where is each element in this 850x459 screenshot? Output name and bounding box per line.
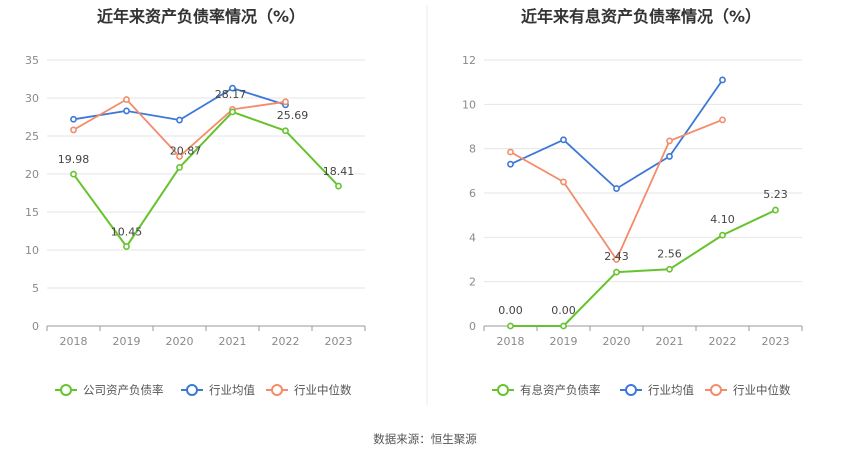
data-point-2 <box>507 148 514 156</box>
x-tick-label: 2023 <box>325 335 353 348</box>
data-label: 25.69 <box>277 109 309 122</box>
data-point-1 <box>176 116 183 124</box>
data-label: 28.17 <box>215 88 247 101</box>
y-tick-label: 4 <box>469 231 476 244</box>
y-tick-label: 2 <box>469 276 476 289</box>
y-tick-label: 12 <box>462 54 476 67</box>
data-point-1 <box>560 136 567 144</box>
data-point-0 <box>123 243 130 250</box>
legend-label: 行业中位数 <box>733 383 791 397</box>
y-tick-label: 0 <box>32 320 39 333</box>
legend-circle-icon <box>60 384 72 396</box>
series-line-1 <box>73 87 286 121</box>
data-label: 18.41 <box>323 165 355 178</box>
data-point-2 <box>70 126 77 134</box>
data-label: 20.87 <box>170 144 202 157</box>
legend-label: 行业均值 <box>209 383 255 397</box>
series-line-0 <box>72 110 340 248</box>
x-tick-label: 2023 <box>762 335 790 348</box>
interest-bearing-debt-ratio-chart: 近年来有息资产负债率情况（%） 0 2 4 6 8 10 12 2018 2019 2020 2021… <box>462 7 803 397</box>
data-point-0 <box>229 108 236 116</box>
legend-circle-icon <box>497 384 509 396</box>
chart-title: 近年来有息资产负债率情况（%） <box>521 7 761 26</box>
series-line-1 <box>510 79 724 190</box>
data-point-0 <box>613 268 620 276</box>
data-label: 0.00 <box>498 304 523 317</box>
x-tick-label: 2022 <box>272 335 300 348</box>
y-tick-label: 5 <box>32 282 39 295</box>
data-source-note: 数据来源：恒生聚源 <box>373 432 477 446</box>
data-point-1 <box>507 160 514 168</box>
data-point-1 <box>123 107 130 115</box>
data-label: 4.10 <box>710 213 735 226</box>
legend-circle-icon <box>710 384 722 396</box>
x-tick-label: 2022 <box>709 335 737 348</box>
x-tick-label: 2018 <box>497 335 525 348</box>
data-point-2 <box>613 256 620 263</box>
x-tick-label: 2020 <box>603 335 631 348</box>
data-point-0 <box>560 322 567 330</box>
legend-label: 公司资产负债率 <box>83 383 164 397</box>
legend-label: 行业中位数 <box>294 383 352 397</box>
data-point-0 <box>335 182 342 190</box>
data-label: 0.00 <box>551 304 576 317</box>
data-point-1 <box>719 76 726 84</box>
data-label: 2.56 <box>657 247 682 260</box>
y-tick-label: 10 <box>25 244 39 257</box>
data-point-1 <box>666 153 673 160</box>
y-tick-label: 10 <box>462 98 476 111</box>
data-point-2 <box>123 96 130 103</box>
data-point-2 <box>176 153 183 160</box>
chart-title: 近年来资产负债率情况（%） <box>97 7 305 26</box>
data-label: 2.43 <box>604 250 629 263</box>
legend-circle-icon <box>186 384 198 396</box>
legend-label: 行业均值 <box>648 383 694 397</box>
series-line-0 <box>510 209 776 327</box>
data-point-0 <box>666 265 673 273</box>
data-point-0 <box>772 206 779 214</box>
data-label: 10.45 <box>111 226 143 239</box>
y-tick-label: 25 <box>25 130 39 143</box>
data-label: 5.23 <box>763 188 788 201</box>
y-tick-label: 8 <box>469 143 476 156</box>
data-point-1 <box>70 115 77 123</box>
legend-circle-icon <box>271 384 283 396</box>
data-point-2 <box>719 116 726 124</box>
data-point-2 <box>282 98 289 106</box>
data-point-2 <box>560 178 567 186</box>
data-point-1 <box>229 84 236 92</box>
y-tick-label: 20 <box>25 168 39 181</box>
data-label: 19.98 <box>58 153 90 166</box>
debt-ratio-chart: 近年来资产负债率情况（%） 0 5 10 15 20 25 30 35 2018 2019 2020 2… <box>25 7 366 397</box>
legend-circle-icon <box>625 384 637 396</box>
x-tick-label: 2019 <box>550 335 578 348</box>
data-point-2 <box>666 137 673 145</box>
data-point-1 <box>613 185 620 192</box>
data-point-0 <box>507 322 514 330</box>
x-tick-label: 2021 <box>219 335 247 348</box>
x-tick-label: 2021 <box>656 335 684 348</box>
y-tick-label: 15 <box>25 206 39 219</box>
y-tick-label: 0 <box>469 320 476 333</box>
x-tick-label: 2019 <box>113 335 141 348</box>
y-tick-label: 6 <box>469 187 476 200</box>
data-point-0 <box>70 170 77 178</box>
y-tick-label: 30 <box>25 92 39 105</box>
legend-label: 有息资产负债率 <box>520 383 601 397</box>
data-point-0 <box>719 231 726 239</box>
x-tick-label: 2020 <box>166 335 194 348</box>
x-tick-label: 2018 <box>60 335 88 348</box>
y-tick-label: 35 <box>25 54 39 67</box>
data-point-0 <box>176 163 183 171</box>
data-point-0 <box>282 127 289 135</box>
